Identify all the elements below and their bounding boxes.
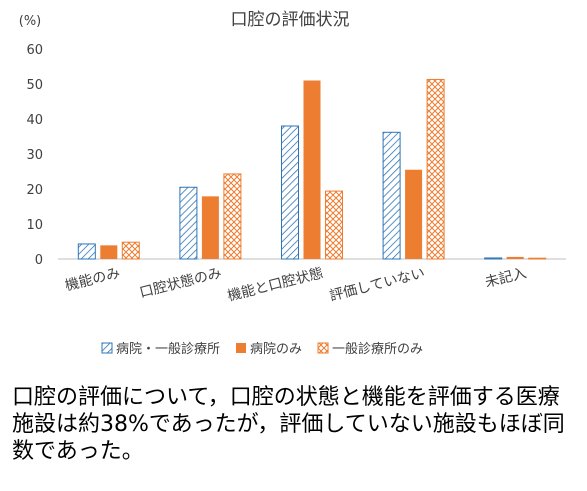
- bar: [179, 186, 198, 260]
- bar: [121, 241, 140, 260]
- y-tick-label: 0: [35, 253, 43, 268]
- y-tick-label: 10: [26, 218, 43, 233]
- bar: [201, 196, 219, 259]
- bar: [382, 131, 401, 260]
- bar: [303, 80, 321, 259]
- bar: [484, 257, 503, 260]
- chart-title: 口腔の評価状況: [231, 10, 350, 30]
- legend-label: 病院・一般診療所: [116, 341, 220, 357]
- legend-swatch: [101, 342, 113, 354]
- bar: [506, 256, 524, 259]
- legend-label: 一般診療所のみ: [332, 341, 423, 357]
- bar-chart: 口腔の評価状況 (%) 0 10 20 30 40 50 60 機能のみ 口腔状態のみ 機能と口…: [19, 10, 566, 357]
- legend-swatch: [236, 343, 247, 353]
- bar: [426, 78, 445, 260]
- y-tick-label: 40: [26, 113, 43, 128]
- x-tick-label: 評価していない: [328, 265, 427, 304]
- y-axis-unit: (%): [19, 14, 42, 29]
- y-tick-label: 30: [26, 148, 43, 163]
- x-tick-label: 機能と口腔状態: [226, 265, 325, 304]
- legend-swatch: [317, 342, 329, 354]
- bar: [77, 243, 96, 260]
- bar: [281, 125, 299, 260]
- chart-caption: 口腔の評価について，口腔の状態と機能を評価する医療施設は約38%であったが，評価…: [12, 385, 565, 464]
- x-tick-label: 未記入: [483, 264, 528, 291]
- legend-label: 病院のみ: [250, 342, 302, 357]
- y-tick-label: 20: [26, 183, 43, 198]
- y-tick-label: 50: [26, 78, 43, 93]
- y-tick-label: 60: [26, 43, 43, 58]
- bar: [325, 190, 343, 260]
- bar: [223, 173, 242, 260]
- bar: [405, 169, 423, 259]
- x-tick-label: 機能のみ: [64, 265, 122, 294]
- x-tick-label: 口腔状態のみ: [138, 265, 223, 301]
- bar: [528, 257, 547, 260]
- bar: [100, 245, 118, 259]
- chart-container: 口腔の評価状況 (%) 0 10 20 30 40 50 60 機能のみ 口腔状態のみ 機能と口…: [19, 10, 566, 357]
